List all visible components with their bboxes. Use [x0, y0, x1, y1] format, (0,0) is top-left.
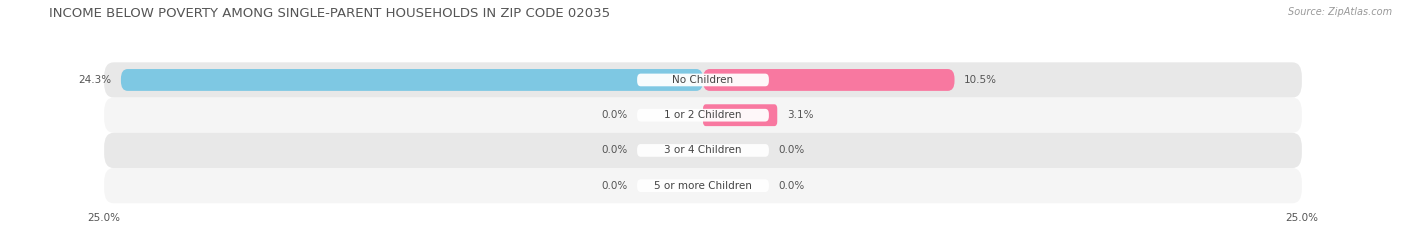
Text: 1 or 2 Children: 1 or 2 Children: [664, 110, 742, 120]
FancyBboxPatch shape: [637, 144, 769, 157]
Text: 3.1%: 3.1%: [787, 110, 813, 120]
FancyBboxPatch shape: [104, 168, 1302, 203]
FancyBboxPatch shape: [104, 98, 1302, 133]
Text: 0.0%: 0.0%: [602, 110, 627, 120]
FancyBboxPatch shape: [637, 74, 769, 86]
Text: 24.3%: 24.3%: [79, 75, 111, 85]
Text: No Children: No Children: [672, 75, 734, 85]
Text: 3 or 4 Children: 3 or 4 Children: [664, 145, 742, 155]
FancyBboxPatch shape: [703, 69, 955, 91]
FancyBboxPatch shape: [121, 69, 703, 91]
FancyBboxPatch shape: [703, 104, 778, 126]
Text: 0.0%: 0.0%: [779, 181, 804, 191]
Text: 0.0%: 0.0%: [602, 145, 627, 155]
Text: 0.0%: 0.0%: [779, 145, 804, 155]
Text: 10.5%: 10.5%: [965, 75, 997, 85]
FancyBboxPatch shape: [637, 179, 769, 192]
FancyBboxPatch shape: [104, 133, 1302, 168]
Text: Source: ZipAtlas.com: Source: ZipAtlas.com: [1288, 7, 1392, 17]
FancyBboxPatch shape: [104, 62, 1302, 98]
Text: 0.0%: 0.0%: [602, 181, 627, 191]
FancyBboxPatch shape: [637, 109, 769, 122]
Text: INCOME BELOW POVERTY AMONG SINGLE-PARENT HOUSEHOLDS IN ZIP CODE 02035: INCOME BELOW POVERTY AMONG SINGLE-PARENT…: [49, 7, 610, 20]
Text: 5 or more Children: 5 or more Children: [654, 181, 752, 191]
